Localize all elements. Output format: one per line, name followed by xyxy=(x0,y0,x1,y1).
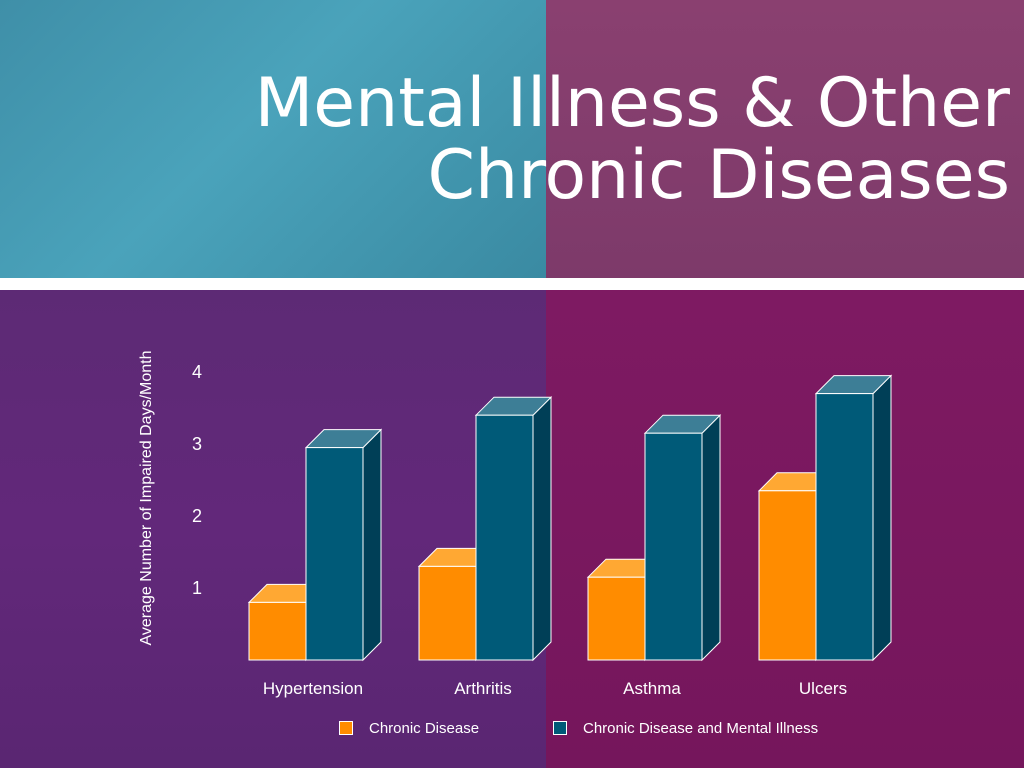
header-color-panel xyxy=(546,0,1024,278)
slide-title-line-1: Mental Illness & Other xyxy=(254,64,1010,143)
bar-side xyxy=(362,428,382,662)
bar-hypertension-series-2 xyxy=(304,428,383,662)
bar-side xyxy=(532,395,552,662)
legend-item-chronic-disease: Chronic Disease xyxy=(339,718,479,738)
header-photo-panel xyxy=(0,0,546,278)
bar-front xyxy=(587,576,646,661)
y-tick-label: 2 xyxy=(192,506,202,526)
x-tick-label-asthma: Asthma xyxy=(623,679,681,698)
bar-ulcers-series-2 xyxy=(814,374,893,662)
bar-side xyxy=(872,374,892,662)
legend-item-chronic-mental: Chronic Disease and Mental Illness xyxy=(553,718,818,738)
x-axis-labels: Hypertension Arthritis Asthma Ulcers xyxy=(263,679,847,698)
bar-side xyxy=(701,413,721,662)
bar-front xyxy=(475,414,534,661)
bar-front xyxy=(305,447,364,661)
legend-swatch-teal xyxy=(553,721,567,735)
header-divider xyxy=(0,278,1024,290)
bar-front xyxy=(815,393,874,661)
y-tick-label: 1 xyxy=(192,578,202,598)
y-axis-label: Average Number of Impaired Days/Month xyxy=(138,351,155,646)
bar-front xyxy=(758,490,817,661)
y-axis-ticks: 1 2 3 4 xyxy=(192,362,202,598)
bar-front xyxy=(418,565,477,661)
legend-label: Chronic Disease and Mental Illness xyxy=(583,719,819,737)
slide-title-line-2: Chronic Diseases xyxy=(427,136,1010,215)
bars xyxy=(247,374,893,662)
bar-asthma-series-2 xyxy=(643,413,722,662)
bar-front xyxy=(644,432,703,661)
x-tick-label-hypertension: Hypertension xyxy=(263,679,363,698)
x-tick-label-arthritis: Arthritis xyxy=(454,679,512,698)
y-tick-label: 3 xyxy=(192,434,202,454)
legend-label: Chronic Disease xyxy=(369,719,480,737)
chart-background-left xyxy=(0,290,546,768)
bar-front xyxy=(248,601,307,661)
bar-arthritis-series-2 xyxy=(474,395,553,662)
y-tick-label: 4 xyxy=(192,362,202,382)
legend-swatch-orange xyxy=(339,721,353,735)
x-tick-label-ulcers: Ulcers xyxy=(799,679,847,698)
